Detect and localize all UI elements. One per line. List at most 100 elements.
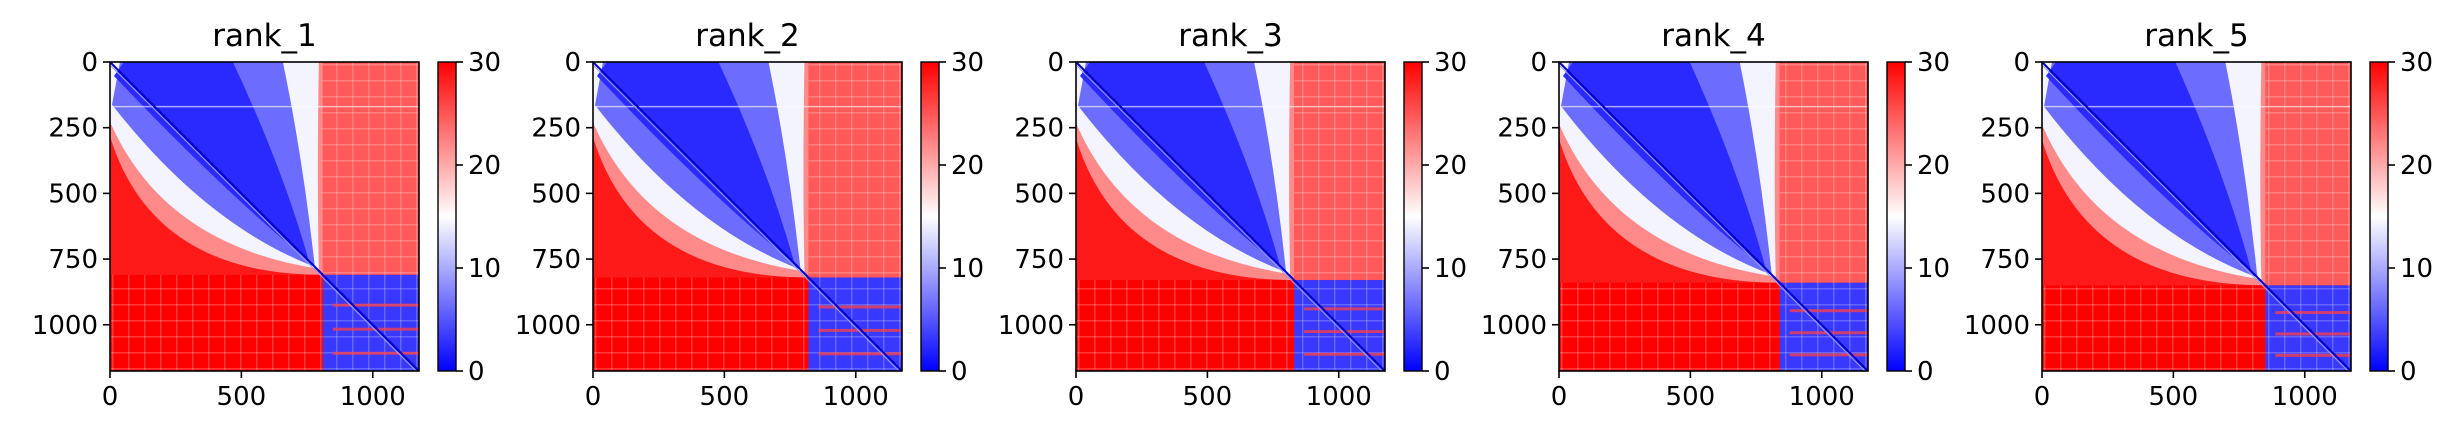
x-tick-label: 0 [102,382,119,412]
y-tick-label: 500 [48,179,98,209]
colorbar-tick-label: 0 [2400,357,2417,387]
y-tick-label: 1000 [32,311,98,341]
x-tick-label: 500 [2149,382,2199,412]
x-tick-label: 500 [1183,382,1233,412]
y-tick-label: 1000 [1481,311,1547,341]
heatmap-stripe [818,352,902,356]
colorbar-tick-label: 0 [1917,357,1934,387]
x-tick-label: 0 [585,382,602,412]
y-tick-label: 500 [531,179,581,209]
heatmap-image [109,61,420,372]
heatmap-panel: rank_2 0 500 1000 0 250 500 750 1000 0 10 20 30 [515,18,984,412]
colorbar-tick-label: 30 [951,48,984,78]
chart-title: rank_4 [1661,18,1766,54]
x-tick-label: 1000 [340,382,406,412]
heatmap-stripe [1789,353,1868,357]
heatmap-diagonal [2041,61,2352,372]
heatmap-block-top-right-grid [808,62,902,278]
x-tick-label: 500 [700,382,750,412]
chart-title: rank_5 [2144,18,2249,54]
colorbar [1403,61,1423,372]
colorbar-tick-label: 0 [1434,357,1451,387]
chart-title: rank_1 [212,18,317,54]
chart-title: rank_2 [695,18,800,54]
heatmap-block-top-right-grid [1779,62,1868,283]
heatmap-panel: rank_3 0 500 1000 0 250 500 750 1000 0 10 20 30 [998,18,1467,412]
heatmap-diagonal-edge [109,64,417,372]
colorbar-tick-label: 10 [2400,254,2433,284]
colorbar-tick-label: 30 [468,48,501,78]
axes-frame [2041,61,2352,372]
heatmap-image [592,61,903,372]
heatmap-diagonal-edge [1075,64,1383,372]
y-tick-label: 250 [1014,114,1064,144]
colorbar [437,61,457,372]
heatmap-diagonal-edge [2041,64,2349,372]
y-tick-label: 1000 [998,311,1064,341]
heatmap-image [2041,61,2352,372]
heatmap-diagonal-edge [592,64,900,372]
y-tick-label: 750 [48,245,98,275]
heatmap-stripe [2275,353,2351,357]
heatmap-diagonal [1075,61,1386,372]
colorbar-tick-label: 20 [951,151,984,181]
heatmap-stripe [2275,311,2351,315]
heatmap-image [1075,61,1386,372]
y-tick-label: 0 [2013,48,2030,78]
colorbar [2369,61,2389,372]
axes-frame [1558,61,1869,372]
y-tick-label: 250 [531,114,581,144]
heatmap-diagonal-edge [1558,64,1866,372]
heatmap-block-bottom-left-grid [1559,282,1780,371]
colorbar [1886,61,1906,372]
y-tick-label: 750 [531,245,581,275]
chart-title: rank_3 [1178,18,1283,54]
colorbar-tick-label: 20 [2400,151,2433,181]
colorbar-tick-label: 10 [951,254,984,284]
heatmap-block-top-right-grid [1294,62,1385,281]
y-tick-label: 250 [1980,114,2030,144]
colorbar-tick-label: 20 [1434,151,1467,181]
colorbar-tick-label: 0 [951,357,968,387]
colorbar-tick-label: 30 [2400,48,2433,78]
x-tick-label: 0 [2034,382,2051,412]
colorbar [920,61,940,372]
x-tick-label: 1000 [2272,382,2338,412]
axes-frame [1075,61,1386,372]
y-tick-label: 750 [1980,245,2030,275]
y-tick-label: 500 [1980,179,2030,209]
y-tick-label: 750 [1014,245,1064,275]
axes-frame [592,61,903,372]
heatmap-panel: rank_4 0 500 1000 0 250 500 750 1000 0 10 20 30 [1481,18,1950,412]
heatmap-stripe [818,305,902,309]
x-tick-label: 500 [1666,382,1716,412]
heatmap-block-bottom-left-grid [1076,280,1295,371]
heatmap-stripe [1304,352,1385,356]
x-tick-label: 1000 [1306,382,1372,412]
y-tick-label: 500 [1014,179,1064,209]
x-tick-label: 1000 [1789,382,1855,412]
x-tick-label: 500 [217,382,267,412]
heatmap-block-bottom-left-grid [2042,285,2266,371]
axes-frame [109,61,420,372]
colorbar-tick-label: 20 [1917,151,1950,181]
y-tick-label: 250 [48,114,98,144]
heatmap-block-bottom-left-grid [110,274,323,371]
heatmap-stripe [332,303,419,307]
y-tick-label: 1000 [1964,311,2030,341]
y-tick-label: 0 [564,48,581,78]
colorbar-tick-label: 20 [468,151,501,181]
heatmap-diagonal [1558,61,1869,372]
y-tick-label: 500 [1497,179,1547,209]
y-tick-label: 1000 [515,311,581,341]
y-tick-label: 0 [1047,48,1064,78]
x-tick-label: 1000 [823,382,889,412]
heatmap-stripe [1789,309,1868,313]
heatmap-block-bottom-left-grid [593,277,809,371]
y-tick-label: 0 [81,48,98,78]
colorbar-tick-label: 30 [1434,48,1467,78]
heatmap-panel: rank_5 0 500 1000 0 250 500 750 1000 0 10 20 30 [1964,18,2433,412]
y-tick-label: 750 [1497,245,1547,275]
y-tick-label: 250 [1497,114,1547,144]
